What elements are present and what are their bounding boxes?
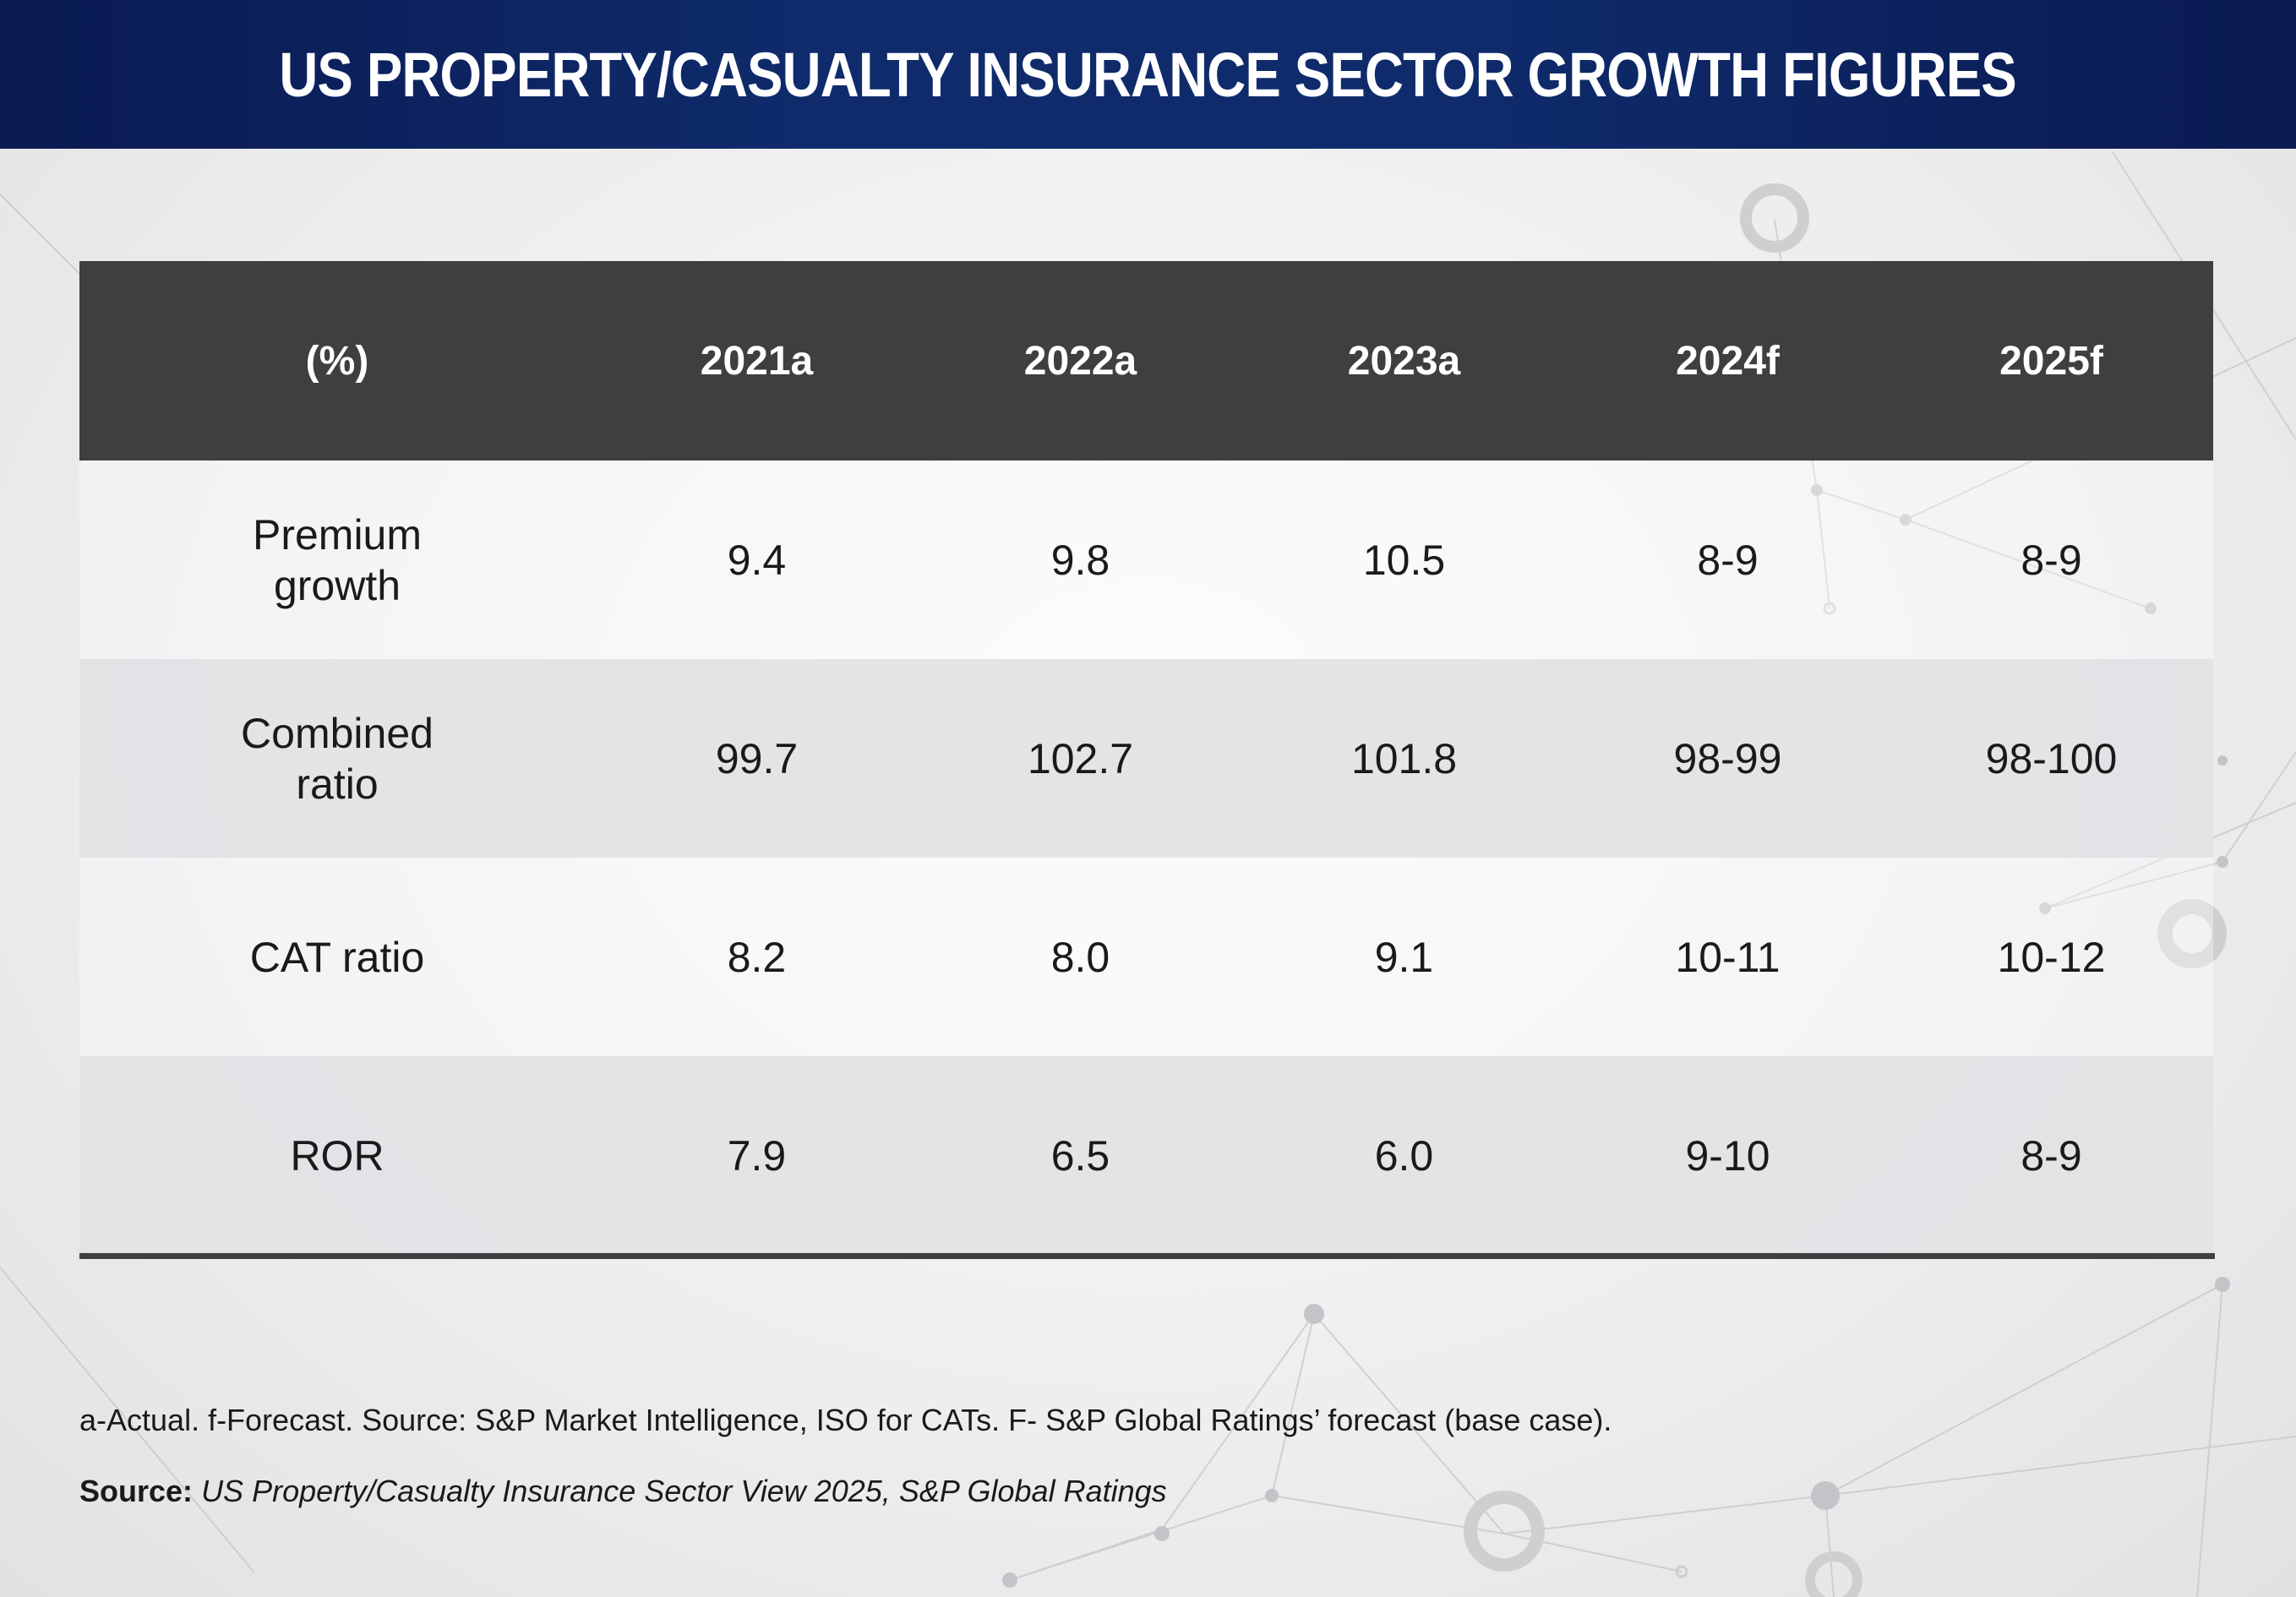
- source-label: Source:: [79, 1474, 194, 1508]
- growth-figures-table: (%) 2021a 2022a 2023a 2024f 2025f Premiu…: [79, 261, 2213, 1255]
- table-cell: 8-9: [1890, 461, 2213, 659]
- table-cell: 102.7: [919, 659, 1242, 858]
- row-label-cell: Combined ratio: [79, 659, 595, 858]
- column-header-2023a: 2023a: [1242, 261, 1566, 461]
- footnote: a-Actual. f-Forecast. Source: S&P Market…: [79, 1403, 1612, 1437]
- table-cell: 98-99: [1566, 659, 1890, 858]
- table-row-combined-ratio: Combined ratio 99.7 102.7 101.8 98-99 98…: [79, 659, 2213, 858]
- table-cell: 101.8: [1242, 659, 1566, 858]
- table-cell: 8-9: [1566, 461, 1890, 659]
- row-label-cell: ROR: [79, 1056, 595, 1255]
- row-label: Premium growth: [252, 510, 423, 609]
- table-cell: 6.0: [1242, 1056, 1566, 1255]
- table-cell: 9.1: [1242, 858, 1566, 1056]
- source-text: US Property/Casualty Insurance Sector Vi…: [201, 1474, 1167, 1508]
- page-title: US PROPERTY/CASUALTY INSURANCE SECTOR GR…: [279, 39, 2017, 110]
- table-cell: 10-11: [1566, 858, 1890, 1056]
- column-header-2024f: 2024f: [1566, 261, 1890, 461]
- table-row-premium-growth: Premium growth 9.4 9.8 10.5 8-9 8-9: [79, 461, 2213, 659]
- table-cell: 8-9: [1890, 1056, 2213, 1255]
- row-label-cell: CAT ratio: [79, 858, 595, 1056]
- table-cell: 9.4: [595, 461, 919, 659]
- row-label: ROR: [290, 1131, 384, 1180]
- column-header-unit: (%): [79, 261, 595, 461]
- table-cell: 9-10: [1566, 1056, 1890, 1255]
- table-cell: 10.5: [1242, 461, 1566, 659]
- table-cell: 99.7: [595, 659, 919, 858]
- row-label: Combined ratio: [241, 709, 434, 808]
- row-label: CAT ratio: [249, 933, 425, 981]
- table-header-row: (%) 2021a 2022a 2023a 2024f 2025f: [79, 261, 2213, 461]
- source-line: Source: US Property/Casualty Insurance S…: [79, 1474, 1167, 1509]
- table-cell: 10-12: [1890, 858, 2213, 1056]
- table-cell: 7.9: [595, 1056, 919, 1255]
- table-cell: 8.0: [919, 858, 1242, 1056]
- row-label-cell: Premium growth: [79, 461, 595, 659]
- table-cell: 9.8: [919, 461, 1242, 659]
- table-bottom-rule: [79, 1253, 2215, 1259]
- column-header-2022a: 2022a: [919, 261, 1242, 461]
- table-row-ror: ROR 7.9 6.5 6.0 9-10 8-9: [79, 1056, 2213, 1255]
- title-banner: US PROPERTY/CASUALTY INSURANCE SECTOR GR…: [0, 0, 2296, 149]
- table-cell: 98-100: [1890, 659, 2213, 858]
- table-cell: 8.2: [595, 858, 919, 1056]
- table-row-cat-ratio: CAT ratio 8.2 8.0 9.1 10-11 10-12: [79, 858, 2213, 1056]
- column-header-2025f: 2025f: [1890, 261, 2213, 461]
- table-cell: 6.5: [919, 1056, 1242, 1255]
- column-header-2021a: 2021a: [595, 261, 919, 461]
